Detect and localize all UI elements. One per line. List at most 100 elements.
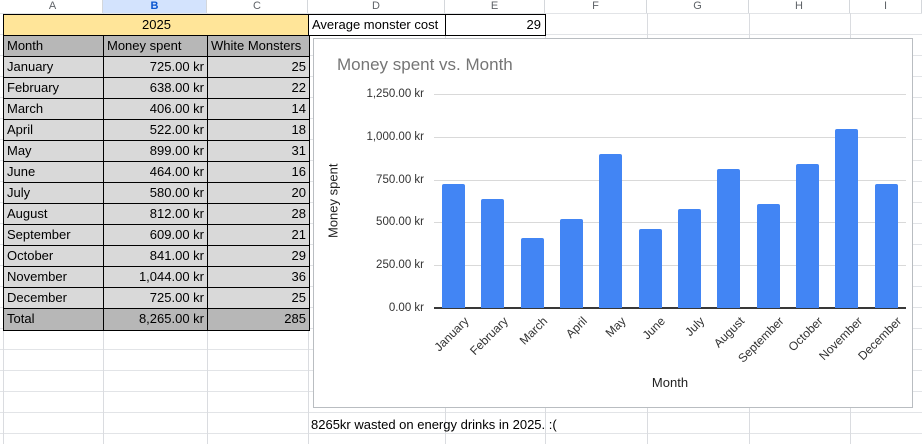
column-header-H[interactable]: H	[749, 0, 850, 13]
table-cell[interactable]: Money spent	[104, 36, 208, 57]
table-cell[interactable]: 464.00 kr	[104, 162, 208, 183]
table-cell[interactable]: 36	[208, 267, 309, 288]
x-tick-slot: September	[735, 312, 788, 382]
bar-december[interactable]	[874, 184, 898, 308]
column-header-A[interactable]: A	[3, 0, 103, 13]
bar-slot	[670, 94, 709, 308]
table-cell[interactable]: 18	[208, 120, 309, 141]
chart-x-tick-labels: January February March April May June July Augu…	[431, 312, 906, 382]
table-cell[interactable]: December	[4, 288, 104, 309]
bar-march[interactable]	[520, 238, 544, 308]
table-cell[interactable]: 25	[208, 57, 309, 78]
column-header-E[interactable]: E	[445, 0, 545, 13]
table-cell[interactable]: 29	[208, 246, 309, 267]
table-cell[interactable]: 31	[208, 141, 309, 162]
bar-august[interactable]	[717, 169, 741, 308]
x-tick-label: July	[682, 314, 708, 339]
column-header-B[interactable]: B	[103, 0, 207, 13]
x-tick-slot: March	[513, 312, 552, 382]
bar-october[interactable]	[796, 164, 820, 308]
bar-slot	[867, 94, 906, 308]
bar-july[interactable]	[678, 209, 702, 308]
table-cell[interactable]: 841.00 kr	[104, 246, 208, 267]
table-cell[interactable]: 725.00 kr	[104, 288, 208, 309]
table-cell[interactable]: 285	[208, 309, 309, 330]
data-table: 2025 Month Money spent White Monsters Januar…	[3, 14, 310, 331]
x-tick-label: May	[602, 314, 629, 340]
x-tick-label: January	[431, 314, 472, 355]
table-cell[interactable]: Month	[4, 36, 104, 57]
x-tick-slot: June	[631, 312, 670, 382]
cell-average-monster-cost-value[interactable]: 29	[445, 14, 546, 36]
chart-panel[interactable]: Money spent vs. Month Money spent 0.00 k…	[313, 38, 913, 408]
table-cell[interactable]: 725.00 kr	[104, 57, 208, 78]
table-cell[interactable]: May	[4, 141, 104, 162]
table-row: February 638.00 kr 22	[4, 78, 309, 99]
x-tick-label: March	[516, 314, 551, 348]
table-cell[interactable]: April	[4, 120, 104, 141]
table-cell[interactable]: October	[4, 246, 104, 267]
x-tick-label: April	[562, 314, 590, 341]
table-cell[interactable]: 20	[208, 183, 309, 204]
bar-november[interactable]	[835, 129, 859, 308]
column-header-D[interactable]: D	[308, 0, 445, 13]
bar-june[interactable]	[638, 229, 662, 308]
table-cell[interactable]: November	[4, 267, 104, 288]
table-cell[interactable]: 22	[208, 78, 309, 99]
bar-slot	[749, 94, 788, 308]
bar-may[interactable]	[599, 154, 623, 308]
table-cell[interactable]: 899.00 kr	[104, 141, 208, 162]
table-row: May 899.00 kr 31	[4, 141, 309, 162]
bar-slot	[631, 94, 670, 308]
bar-slot	[709, 94, 748, 308]
bar-february[interactable]	[481, 199, 505, 308]
chart-x-axis-line	[434, 307, 906, 309]
bar-slot	[827, 94, 866, 308]
table-cell[interactable]: 580.00 kr	[104, 183, 208, 204]
table-cell[interactable]: June	[4, 162, 104, 183]
cell-year[interactable]: 2025	[4, 15, 309, 36]
y-tick-label: 500.00 kr	[376, 216, 424, 228]
table-cell[interactable]: February	[4, 78, 104, 99]
bar-april[interactable]	[560, 219, 584, 308]
table-cell[interactable]: 406.00 kr	[104, 99, 208, 120]
column-header-C[interactable]: C	[207, 0, 308, 13]
table-cell[interactable]: Total	[4, 309, 104, 330]
bar-september[interactable]	[756, 204, 780, 308]
table-row: January 725.00 kr 25	[4, 57, 309, 78]
cell-average-monster-cost-label[interactable]: Average monster cost	[308, 14, 446, 36]
table-cell[interactable]: 812.00 kr	[104, 204, 208, 225]
table-cell[interactable]: 25	[208, 288, 309, 309]
bar-january[interactable]	[442, 184, 466, 308]
table-row: March 406.00 kr 14	[4, 99, 309, 120]
table-cell[interactable]: August	[4, 204, 104, 225]
x-tick-slot: July	[670, 312, 709, 382]
table-cell[interactable]: White Monsters	[208, 36, 309, 57]
x-tick-slot: February	[467, 312, 512, 382]
table-row: September 609.00 kr 21	[4, 225, 309, 246]
table-cell[interactable]: September	[4, 225, 104, 246]
table-cell[interactable]: March	[4, 99, 104, 120]
table-cell[interactable]: 14	[208, 99, 309, 120]
column-header-G[interactable]: G	[647, 0, 749, 13]
table-row: July 580.00 kr 20	[4, 183, 309, 204]
y-tick-label: 1,000.00 kr	[366, 131, 424, 143]
table-header-row: Month Money spent White Monsters	[4, 36, 309, 57]
table-cell[interactable]: July	[4, 183, 104, 204]
table-cell[interactable]: 638.00 kr	[104, 78, 208, 99]
column-header-F[interactable]: F	[545, 0, 647, 13]
table-cell[interactable]: 609.00 kr	[104, 225, 208, 246]
table-cell[interactable]: 1,044.00 kr	[104, 267, 208, 288]
table-cell[interactable]: January	[4, 57, 104, 78]
x-tick-slot: May	[591, 312, 630, 382]
table-cell[interactable]: 16	[208, 162, 309, 183]
note-cell[interactable]: 8265kr wasted on energy drinks in 2025. …	[311, 417, 557, 432]
table-cell[interactable]: 21	[208, 225, 309, 246]
table-cell[interactable]: 8,265.00 kr	[104, 309, 208, 330]
table-total-row: Total 8,265.00 kr 285	[4, 309, 309, 330]
table-cell[interactable]: 522.00 kr	[104, 120, 208, 141]
column-header-I[interactable]: I	[850, 0, 922, 13]
table-cell[interactable]: 28	[208, 204, 309, 225]
bar-slot	[552, 94, 591, 308]
